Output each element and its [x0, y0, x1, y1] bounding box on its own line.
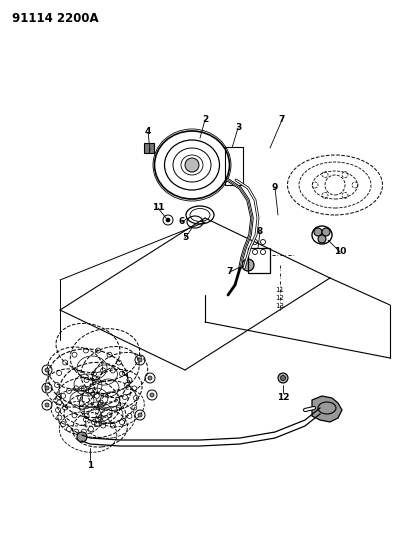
- Circle shape: [318, 235, 326, 243]
- Text: 91114 2200A: 91114 2200A: [12, 12, 99, 25]
- Text: 7: 7: [279, 116, 285, 125]
- Text: 12: 12: [276, 295, 284, 301]
- Text: 13: 13: [276, 303, 284, 309]
- Text: 1: 1: [87, 461, 93, 470]
- Circle shape: [148, 376, 152, 380]
- Circle shape: [242, 259, 254, 271]
- Text: 11: 11: [276, 287, 284, 293]
- Text: 7: 7: [227, 268, 233, 277]
- Bar: [248, 248, 270, 273]
- Circle shape: [77, 432, 87, 442]
- Text: 2: 2: [202, 116, 208, 125]
- Circle shape: [45, 368, 49, 372]
- Circle shape: [138, 413, 142, 417]
- Circle shape: [278, 373, 288, 383]
- Circle shape: [166, 218, 170, 222]
- Text: 5: 5: [182, 233, 188, 243]
- Circle shape: [45, 403, 49, 407]
- Text: 8: 8: [257, 228, 263, 237]
- Text: 3: 3: [235, 124, 241, 133]
- Text: 9: 9: [272, 183, 278, 192]
- Bar: [144, 143, 154, 153]
- Circle shape: [314, 228, 322, 236]
- Circle shape: [280, 376, 286, 381]
- Circle shape: [150, 393, 154, 397]
- Text: 4: 4: [145, 127, 151, 136]
- Polygon shape: [312, 396, 342, 422]
- Text: 6: 6: [179, 217, 185, 227]
- Circle shape: [322, 228, 330, 236]
- Circle shape: [138, 358, 142, 362]
- Text: 10: 10: [334, 247, 346, 256]
- Bar: [225, 147, 243, 185]
- Circle shape: [185, 158, 199, 172]
- Circle shape: [45, 386, 49, 390]
- Text: 11: 11: [152, 204, 164, 213]
- Text: 12: 12: [277, 393, 289, 402]
